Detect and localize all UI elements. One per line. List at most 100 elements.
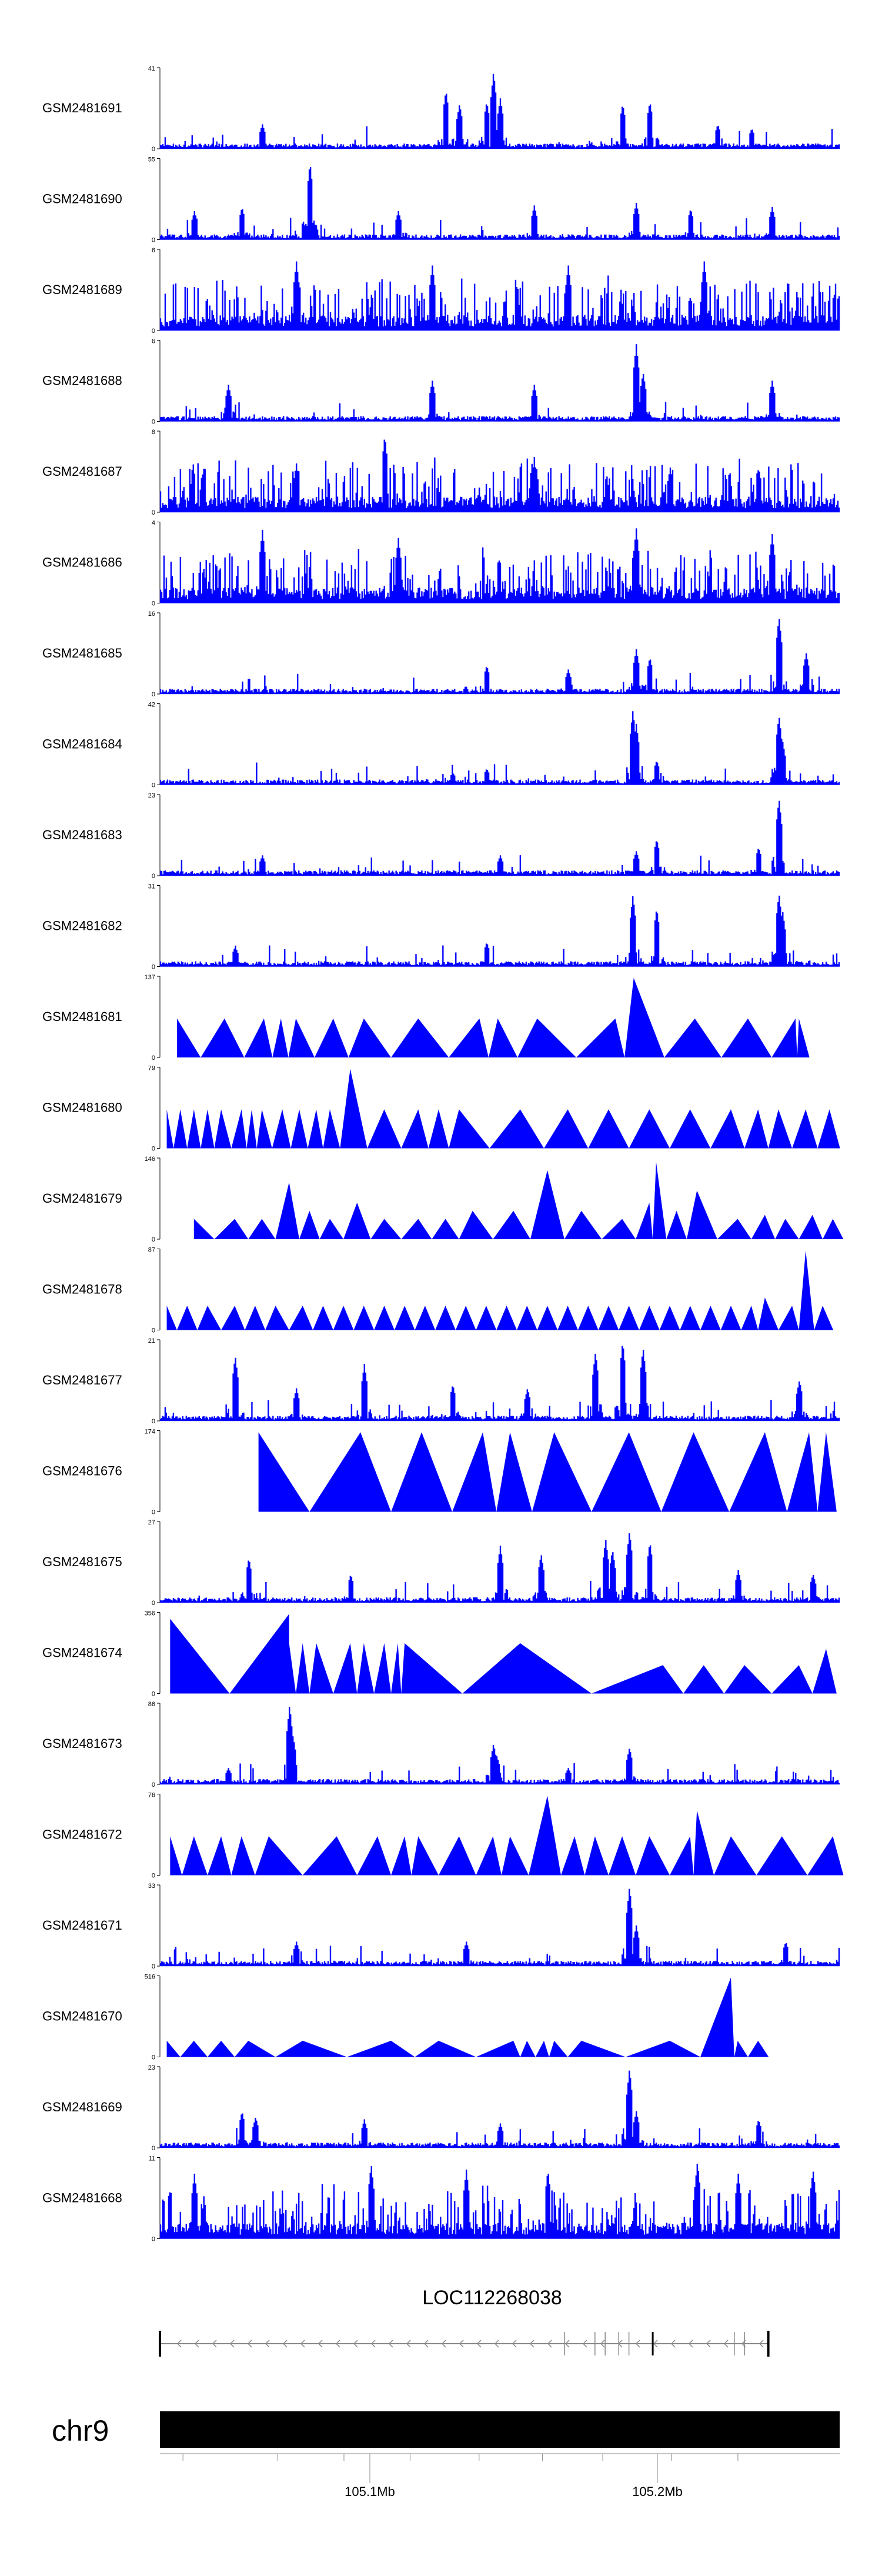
y-max-label: 21: [148, 1337, 155, 1344]
track-GSM2481677: GSM2481677 21 0: [42, 1337, 840, 1425]
track-GSM2481682: GSM2481682 31 0: [42, 883, 840, 971]
y-max-label: 6: [152, 247, 155, 254]
x-tick-label: 105.1Mb: [345, 2484, 395, 2499]
strand-arrow: [300, 2340, 305, 2348]
track-label: GSM2481681: [42, 1009, 122, 1024]
track-GSM2481669: GSM2481669 23 0: [42, 2064, 840, 2152]
track-label: GSM2481668: [42, 2191, 122, 2205]
track-label: GSM2481671: [42, 1918, 122, 1933]
strand-arrow: [529, 2340, 534, 2348]
y-min-label: 0: [152, 237, 155, 244]
signal-area: [170, 1614, 837, 1694]
track-GSM2481678: GSM2481678 87 0: [42, 1247, 834, 1334]
track-GSM2481685: GSM2481685 16 0: [42, 610, 840, 698]
track-GSM2481668: GSM2481668 11 0: [42, 2155, 840, 2243]
y-min-label: 0: [152, 1327, 155, 1334]
strand-arrow: [212, 2340, 217, 2348]
signal-area: [159, 439, 840, 513]
y-max-label: 87: [148, 1247, 155, 1254]
track-GSM2481686: GSM2481686 4 0: [42, 520, 840, 608]
signal-area: [166, 1069, 840, 1149]
track-label: GSM2481682: [42, 919, 122, 933]
gene-name-label: LOC112268038: [422, 2287, 562, 2309]
track-GSM2481689: GSM2481689 6 0: [42, 247, 840, 335]
y-max-label: 31: [148, 883, 155, 890]
y-max-label: 516: [145, 1974, 155, 1981]
track-GSM2481688: GSM2481688 6 0: [42, 338, 840, 426]
strand-arrow: [564, 2340, 570, 2348]
y-min-label: 0: [152, 964, 155, 971]
y-min-label: 0: [152, 1873, 155, 1880]
y-max-label: 86: [148, 1701, 155, 1708]
track-GSM2481683: GSM2481683 23 0: [42, 792, 840, 880]
gene-end-cap: [159, 2331, 161, 2357]
strand-arrow: [653, 2340, 658, 2348]
track-GSM2481674: GSM2481674 356 0: [42, 1610, 837, 1698]
y-min-label: 0: [152, 509, 155, 516]
y-min-label: 0: [152, 328, 155, 335]
signal-area: [193, 1162, 844, 1239]
strand-arrow: [176, 2340, 182, 2348]
track-label: GSM2481674: [42, 1646, 122, 1660]
strand-arrow: [282, 2340, 288, 2348]
y-min-label: 0: [152, 2236, 155, 2243]
y-min-label: 0: [152, 2054, 155, 2061]
y-max-label: 8: [152, 429, 155, 436]
track-label: GSM2481670: [42, 2009, 122, 2024]
strand-arrow: [247, 2340, 252, 2348]
track-label: GSM2481688: [42, 373, 122, 388]
y-min-label: 0: [152, 691, 155, 698]
y-max-label: 41: [148, 65, 155, 72]
track-GSM2481691: GSM2481691 41 0: [42, 65, 840, 153]
y-max-label: 174: [145, 1429, 155, 1436]
track-GSM2481687: GSM2481687 8 0: [42, 429, 840, 516]
genomic-position-axis: 105.1Mb 105.2Mb: [160, 2453, 840, 2499]
track-label: GSM2481684: [42, 737, 122, 752]
signal-area: [176, 977, 810, 1057]
track-label: GSM2481689: [42, 282, 122, 297]
signal-area: [159, 711, 840, 785]
track-GSM2481675: GSM2481675 27 0: [42, 1519, 840, 1607]
strand-arrow: [635, 2340, 640, 2348]
strand-arrow: [459, 2340, 464, 2348]
track-GSM2481676: GSM2481676 174 0: [42, 1429, 837, 1516]
y-max-label: 6: [152, 338, 155, 345]
track-label: GSM2481676: [42, 1464, 122, 1479]
track-label: GSM2481687: [42, 464, 122, 479]
strand-arrow: [441, 2340, 446, 2348]
strand-arrow: [670, 2340, 676, 2348]
track-GSM2481672: GSM2481672 76 0: [42, 1792, 844, 1880]
track-label: GSM2481669: [42, 2100, 122, 2114]
track-label: GSM2481673: [42, 1736, 122, 1751]
y-min-label: 0: [152, 1781, 155, 1788]
track-label: GSM2481677: [42, 1373, 122, 1387]
y-max-label: 23: [148, 792, 155, 799]
y-min-label: 0: [152, 1691, 155, 1698]
signal-area: [159, 1346, 840, 1422]
track-label: GSM2481675: [42, 1554, 122, 1569]
track-GSM2481684: GSM2481684 42 0: [42, 702, 840, 789]
gene-track: LOC112268038: [159, 2287, 770, 2357]
signal-area: [258, 1432, 837, 1512]
strand-arrow: [512, 2340, 517, 2348]
strand-arrow: [688, 2340, 693, 2348]
signal-area: [166, 1977, 769, 2057]
y-max-label: 42: [148, 702, 155, 709]
y-max-label: 55: [148, 156, 155, 163]
y-min-label: 0: [152, 1418, 155, 1425]
signal-area: [159, 895, 840, 967]
y-max-label: 23: [148, 2064, 155, 2071]
track-label: GSM2481686: [42, 555, 122, 570]
signal-area: [159, 167, 840, 240]
track-GSM2481681: GSM2481681 137 0: [42, 974, 810, 1062]
x-tick-label: 105.2Mb: [632, 2484, 683, 2499]
signal-area: [159, 800, 840, 876]
track-label: GSM2481679: [42, 1191, 122, 1206]
strand-arrow: [318, 2340, 323, 2348]
signal-area: [159, 2070, 840, 2148]
strand-arrow: [194, 2340, 199, 2348]
y-min-label: 0: [152, 1600, 155, 1607]
track-GSM2481680: GSM2481680 79 0: [42, 1065, 840, 1153]
strand-arrow: [265, 2340, 270, 2348]
